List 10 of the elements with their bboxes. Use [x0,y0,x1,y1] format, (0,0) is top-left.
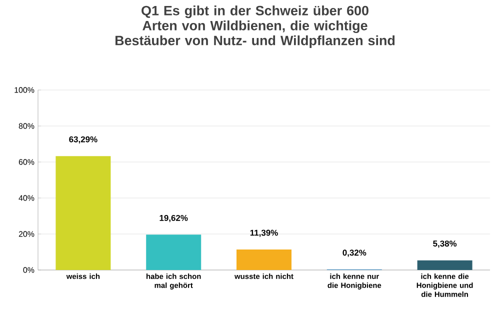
data-label: 0,32% [342,250,366,257]
data-label: 19,62% [160,214,188,222]
bar [236,249,292,270]
data-label: 63,29% [69,136,98,144]
bar [417,260,472,270]
data-label: 5,38% [433,240,457,248]
chart-title: Q1 Es gibt in der Schweiz über 600 Arten von Wildbienen, die wichtige Bestäuber von Nutz- und Wildpflanzen sind [116,6,395,48]
bar [56,156,111,270]
data-label: 11,39% [250,230,278,237]
bar [146,234,202,270]
